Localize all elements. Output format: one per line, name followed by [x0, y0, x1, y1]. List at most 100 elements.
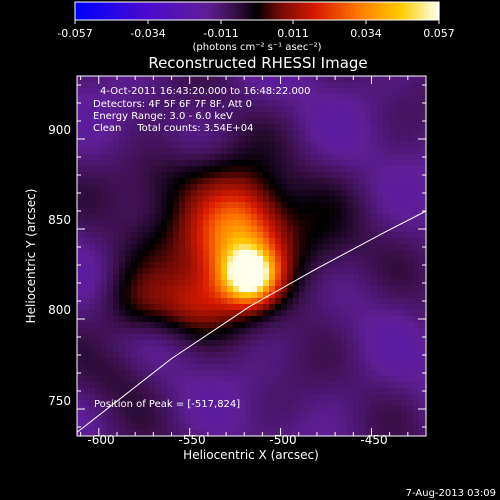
- heatmap-cell: [395, 424, 401, 430]
- heatmap-cell: [359, 160, 365, 166]
- heatmap-cell: [95, 286, 101, 292]
- heatmap-cell: [113, 94, 119, 100]
- heatmap-cell: [83, 184, 89, 190]
- heatmap-cell: [371, 202, 377, 208]
- heatmap-cell: [311, 130, 317, 136]
- colorbar-cell: [320, 2, 325, 20]
- heatmap-cell: [107, 328, 113, 334]
- heatmap-cell: [419, 238, 425, 244]
- heatmap-cell: [395, 256, 401, 262]
- heatmap-cell: [107, 208, 113, 214]
- heatmap-cell: [125, 142, 131, 148]
- heatmap-cell: [239, 382, 245, 388]
- heatmap-cell: [179, 76, 185, 82]
- heatmap-cell: [275, 310, 281, 316]
- heatmap-cell: [119, 262, 125, 268]
- heatmap-cell: [89, 364, 95, 370]
- heatmap-cell: [335, 310, 341, 316]
- heatmap-cell: [173, 88, 179, 94]
- heatmap-cell: [125, 418, 131, 424]
- heatmap-cell: [251, 406, 257, 412]
- heatmap-cell: [245, 370, 251, 376]
- heatmap-cell: [227, 400, 233, 406]
- heatmap-cell: [161, 166, 167, 172]
- heatmap-cell: [365, 172, 371, 178]
- heatmap-cell: [287, 190, 293, 196]
- heatmap-cell: [311, 88, 317, 94]
- heatmap-cell: [275, 130, 281, 136]
- heatmap-cell: [251, 190, 257, 196]
- heatmap-cell: [323, 154, 329, 160]
- colorbar-cell: [299, 2, 304, 20]
- heatmap-cell: [215, 346, 221, 352]
- heatmap-cell: [227, 250, 233, 256]
- heatmap-cell: [131, 424, 137, 430]
- heatmap-cell: [131, 112, 137, 118]
- heatmap-cell: [347, 316, 353, 322]
- heatmap-cell: [197, 316, 203, 322]
- heatmap-cell: [113, 190, 119, 196]
- heatmap-cell: [119, 412, 125, 418]
- heatmap-cell: [215, 292, 221, 298]
- heatmap-cell: [263, 340, 269, 346]
- heatmap-cell: [107, 274, 113, 280]
- heatmap-cell: [281, 184, 287, 190]
- heatmap-cell: [131, 202, 137, 208]
- heatmap-cell: [311, 316, 317, 322]
- heatmap-cell: [365, 214, 371, 220]
- heatmap-cell: [287, 238, 293, 244]
- heatmap-cell: [215, 370, 221, 376]
- heatmap-cell: [275, 184, 281, 190]
- heatmap-cell: [383, 112, 389, 118]
- heatmap-cell: [167, 370, 173, 376]
- heatmap-cell: [359, 388, 365, 394]
- heatmap-cell: [329, 430, 335, 436]
- heatmap-cell: [299, 352, 305, 358]
- heatmap-cell: [113, 430, 119, 436]
- heatmap-cell: [77, 286, 83, 292]
- heatmap-cell: [95, 190, 101, 196]
- heatmap-cell: [311, 154, 317, 160]
- heatmap-cell: [347, 382, 353, 388]
- heatmap-cell: [341, 430, 347, 436]
- heatmap-cell: [101, 268, 107, 274]
- heatmap-cell: [107, 376, 113, 382]
- heatmap-cell: [203, 196, 209, 202]
- heatmap-cell: [221, 382, 227, 388]
- heatmap-cell: [359, 178, 365, 184]
- colorbar-cell: [232, 2, 237, 20]
- heatmap-cell: [89, 424, 95, 430]
- heatmap-cell: [143, 244, 149, 250]
- heatmap-cell: [281, 400, 287, 406]
- heatmap-cell: [389, 82, 395, 88]
- heatmap-cell: [323, 118, 329, 124]
- heatmap-cell: [335, 142, 341, 148]
- heatmap-cell: [407, 226, 413, 232]
- heatmap-cell: [245, 394, 251, 400]
- heatmap-cell: [227, 292, 233, 298]
- heatmap-cell: [287, 154, 293, 160]
- heatmap-cell: [269, 106, 275, 112]
- heatmap-cell: [203, 154, 209, 160]
- heatmap-cell: [257, 424, 263, 430]
- heatmap-cell: [413, 280, 419, 286]
- heatmap-cell: [209, 334, 215, 340]
- heatmap-cell: [299, 142, 305, 148]
- heatmap-cell: [155, 184, 161, 190]
- heatmap-cell: [173, 250, 179, 256]
- heatmap-cell: [353, 172, 359, 178]
- heatmap-cell: [89, 94, 95, 100]
- heatmap-cell: [329, 244, 335, 250]
- heatmap-cell: [245, 112, 251, 118]
- heatmap-cell: [257, 148, 263, 154]
- heatmap-cell: [317, 220, 323, 226]
- heatmap-cell: [275, 142, 281, 148]
- heatmap-cell: [107, 250, 113, 256]
- heatmap-cell: [419, 286, 425, 292]
- heatmap-cell: [365, 280, 371, 286]
- heatmap-cell: [407, 406, 413, 412]
- heatmap-cell: [341, 346, 347, 352]
- heatmap-cell: [401, 106, 407, 112]
- heatmap-cell: [359, 430, 365, 436]
- heatmap-cell: [329, 148, 335, 154]
